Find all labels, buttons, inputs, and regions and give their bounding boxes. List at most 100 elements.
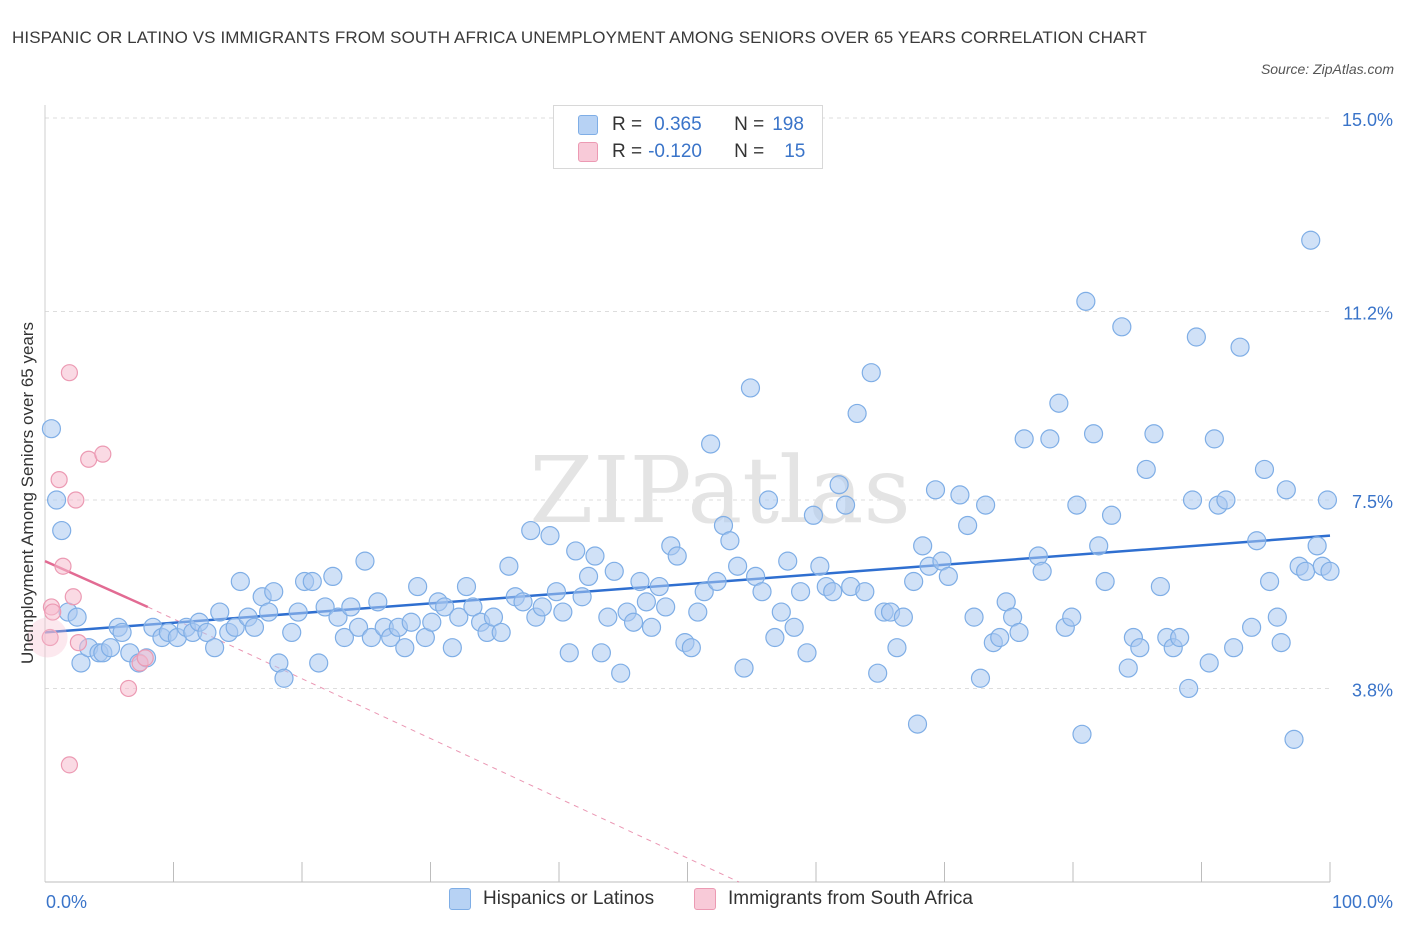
x-tick-label: 100.0% bbox=[1332, 892, 1393, 912]
hispanic-point bbox=[656, 597, 676, 617]
hispanic-point bbox=[355, 551, 375, 571]
hispanic-point bbox=[913, 536, 933, 556]
hispanic-point bbox=[907, 714, 928, 734]
hispanic-point bbox=[197, 622, 217, 643]
y-tick-label: 15.0% bbox=[1342, 110, 1393, 130]
hispanic-point bbox=[790, 582, 811, 602]
legend-label-south-africa: Immigrants from South Africa bbox=[728, 888, 973, 909]
hispanic-point bbox=[1254, 459, 1275, 480]
hispanic-point bbox=[797, 643, 817, 663]
hispanic-point bbox=[210, 602, 230, 622]
hispanic-point bbox=[803, 505, 824, 525]
grid-lines bbox=[45, 117, 1330, 689]
hispanic-point bbox=[1049, 393, 1069, 413]
hispanic-point bbox=[1144, 424, 1164, 444]
legend-n-label: N = bbox=[734, 141, 765, 162]
south-africa-cluster bbox=[27, 617, 68, 658]
hispanic-point bbox=[636, 592, 656, 612]
hispanic-point bbox=[52, 520, 72, 541]
hispanic-point bbox=[1083, 424, 1104, 444]
south-africa-trend-extension bbox=[147, 606, 740, 883]
south-africa-point bbox=[67, 491, 85, 509]
hispanic-point bbox=[1130, 638, 1150, 658]
hispanic-point bbox=[41, 419, 62, 439]
hispanic-point bbox=[1242, 617, 1262, 637]
hispanic-point bbox=[861, 363, 881, 383]
hispanic-point bbox=[990, 627, 1010, 648]
hispanic-point bbox=[1095, 571, 1115, 592]
legend-item-south-africa[interactable]: Immigrants from South Africa bbox=[694, 888, 973, 910]
hispanic-point bbox=[341, 597, 361, 617]
hispanic-point bbox=[499, 556, 519, 576]
hispanic-point bbox=[112, 622, 132, 643]
hispanic-point bbox=[456, 576, 477, 597]
hispanic-trend-line bbox=[44, 534, 1331, 634]
hispanic-point bbox=[1284, 729, 1304, 749]
hispanic-point bbox=[641, 617, 662, 637]
hispanic-point bbox=[395, 638, 415, 658]
hispanic-point bbox=[958, 515, 978, 536]
legend-row-hispanic: R = 0.365 N = 198 bbox=[578, 113, 804, 137]
hispanic-point bbox=[667, 546, 687, 566]
hispanic-point bbox=[1216, 490, 1236, 510]
hispanic-point bbox=[1230, 337, 1250, 357]
hispanic-point bbox=[1260, 571, 1280, 592]
hispanic-point bbox=[1224, 638, 1244, 658]
hispanic-point bbox=[810, 556, 830, 576]
legend-item-hispanics[interactable]: Hispanics or Latinos bbox=[449, 888, 654, 910]
hispanic-point bbox=[463, 597, 483, 617]
hispanic-point bbox=[1199, 653, 1219, 673]
hispanic-point bbox=[1320, 561, 1340, 581]
hispanic-point bbox=[244, 617, 265, 637]
legend-row-south-africa: R = -0.120 N = 15 bbox=[578, 140, 805, 164]
axes bbox=[44, 105, 1331, 883]
hispanic-point bbox=[720, 531, 740, 551]
south-africa-point bbox=[136, 649, 154, 667]
y-tick-label: 7.5% bbox=[1352, 492, 1393, 512]
hispanic-point bbox=[1062, 607, 1082, 627]
hispanic-point bbox=[964, 607, 984, 627]
hispanic-point bbox=[258, 602, 279, 622]
hispanic-point bbox=[1136, 459, 1156, 480]
hispanic-point bbox=[728, 556, 748, 576]
hispanic-point bbox=[205, 638, 225, 658]
hispanic-point bbox=[1112, 317, 1132, 337]
hispanic-point bbox=[681, 638, 701, 658]
stats-legend: R = 0.365 N = 198 R = -0.120 N = 15 bbox=[553, 105, 823, 169]
hispanic-point bbox=[1204, 429, 1224, 449]
south-africa-point bbox=[69, 634, 88, 652]
chart-title: HISPANIC OR LATINO VS IMMIGRANTS FROM SO… bbox=[12, 28, 1147, 47]
hispanic-point bbox=[734, 658, 754, 678]
hispanic-point bbox=[572, 587, 592, 607]
south-africa-point bbox=[60, 756, 79, 774]
hispanic-point bbox=[604, 561, 624, 581]
hispanic-point bbox=[328, 607, 348, 627]
hispanic-point bbox=[649, 576, 669, 597]
hispanic-point bbox=[1170, 627, 1190, 648]
legend-swatch-south-africa bbox=[694, 888, 716, 910]
hispanic-point bbox=[1072, 724, 1092, 744]
hispanic-point bbox=[348, 617, 369, 637]
hispanic-point bbox=[1089, 536, 1109, 556]
south-africa-point bbox=[41, 628, 59, 647]
hispanic-point bbox=[1009, 622, 1029, 643]
hispanic-point bbox=[71, 653, 91, 673]
hispanic-point bbox=[559, 643, 579, 663]
hispanic-point bbox=[566, 541, 586, 561]
legend-r-label: R = bbox=[612, 114, 643, 135]
hispanic-point bbox=[435, 597, 455, 617]
hispanic-point bbox=[925, 480, 946, 500]
hispanic-point bbox=[315, 597, 335, 617]
hispanic-point bbox=[1276, 480, 1296, 500]
legend-r-value: 0.365 bbox=[654, 114, 702, 135]
hispanic-point bbox=[688, 602, 708, 622]
south-africa-point bbox=[119, 679, 138, 698]
hispanic-point bbox=[784, 617, 804, 637]
legend-swatch-pink bbox=[578, 142, 598, 162]
hispanic-point bbox=[1301, 230, 1321, 250]
hispanic-point bbox=[1101, 505, 1122, 525]
hispanic-point bbox=[1186, 327, 1206, 347]
legend-swatch-blue bbox=[578, 115, 598, 135]
hispanic-point bbox=[546, 582, 567, 602]
